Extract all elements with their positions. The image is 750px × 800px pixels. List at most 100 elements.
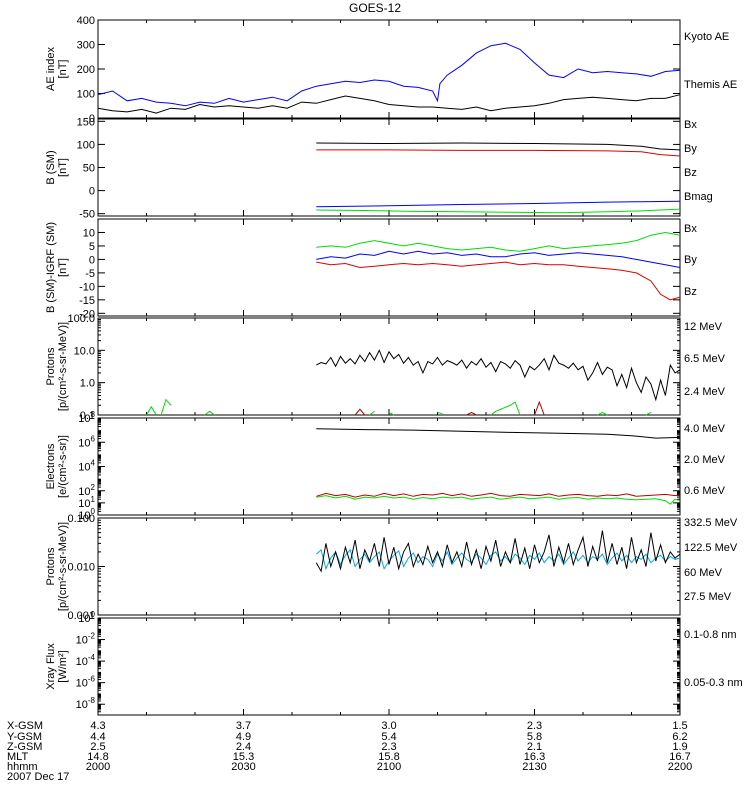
legend-12-mev: 12 MeV: [684, 321, 723, 333]
series-4-0-mev-line: [316, 492, 681, 498]
legend-0-1-0-8-nm: 0.1-0.8 nm: [684, 629, 737, 641]
legend-by: By: [684, 254, 697, 266]
series-12-mev-line: [354, 408, 366, 416]
panel-frame: [97, 517, 681, 616]
x-info-value: 1.9: [672, 741, 687, 753]
panel-6: 0.001 0.010 0.100 Protons [p/(cm²-s-sr-MeV)]…: [45, 513, 738, 622]
y-axis-unit: [p/(cm²-s-sr-MeV)]: [57, 322, 69, 411]
y-tick-label: 100: [78, 610, 95, 625]
y-tick-label: 5: [89, 241, 95, 253]
y-tick-label: 100: [77, 139, 95, 151]
x-info-row-y-gsm: Y-GSM 4.4 4.9 5.4 5.8 6.2: [7, 731, 688, 743]
x-info-row-x-gsm: X-GSM 4.3 3.7 3.0 2.3 1.5: [7, 720, 688, 732]
x-info-value: 2.3: [381, 741, 396, 753]
y-tick-label: 50: [83, 163, 95, 175]
x-info-row-label: X-GSM: [7, 720, 43, 732]
y-tick-label: 200: [77, 64, 95, 76]
y-tick-label: -50: [79, 209, 95, 221]
y-tick-label: 150: [77, 116, 95, 128]
panel-4: 0.1 1.0 10.0 100.0 Protons [p/(cm²-s-sr-MeV)]…: [45, 313, 726, 422]
series-12-mev-line: [534, 400, 545, 416]
legend-0-6-mev: 0.6 MeV: [684, 485, 726, 497]
panel-frame: [97, 118, 681, 217]
x-info-value: 2.4: [236, 741, 251, 753]
legend-4-0-mev: 4.0 MeV: [684, 423, 726, 435]
x-info-value: 3.7: [236, 720, 251, 732]
y-tick-label: 10.0: [74, 345, 95, 357]
panel-frame: [97, 19, 681, 119]
y-axis-unit: [W/m²]: [57, 650, 69, 682]
series-themis-ae-line: [97, 94, 681, 114]
y-axis-unit: [e/(cm²-s-sr)]: [57, 435, 69, 498]
x-info-value: 2100: [377, 761, 401, 773]
x-info-row-label: Z-GSM: [7, 741, 42, 753]
legend-122-5-mev: 122.5 MeV: [684, 542, 738, 554]
series-by-line: [316, 208, 681, 214]
y-tick-label: 1.0: [80, 378, 95, 390]
y-tick-label: -15: [79, 295, 95, 307]
y-axis-unit: [p/(cm²-s-sr-MeV)]: [57, 522, 69, 611]
y-axis-label: Protons: [45, 547, 57, 585]
panel-3: -20-15 -10-5 05 10 B (SM)-IGRF (SM) [nT] Bx By B…: [45, 218, 697, 320]
x-info-value: 2.1: [527, 741, 542, 753]
x-axis-info: X-GSM 4.3 3.7 3.0 2.3 1.5 Y-GSM 4.4 4.9 5.4 5.8 6.2…: [7, 720, 692, 783]
y-tick-label: -20: [79, 308, 95, 320]
x-info-value: 4.9: [236, 731, 251, 743]
x-info-row-label: Y-GSM: [7, 731, 42, 743]
x-info-value: 16.7: [669, 751, 690, 763]
legend-2-0-mev: 2.0 MeV: [684, 454, 726, 466]
chart-title: GOES-12: [349, 1, 401, 15]
legend-bx: Bx: [684, 119, 697, 131]
panel-7: 10-8 10-6 10-4 10-2 100 Xray Flux [W/m²] 0.1-0.…: [45, 610, 743, 716]
x-info-value: 2030: [231, 761, 255, 773]
panel-1: 0 100 200 300 400 AE index [nT] Kyoto AE Themis …: [45, 15, 737, 125]
legend-0-05-0-3-nm: 0.05-0.3 nm: [684, 677, 743, 689]
y-tick-label: 10-8: [76, 696, 96, 711]
y-tick-label: 100.0: [67, 313, 95, 325]
y-tick-label: 400: [77, 15, 95, 27]
y-axis-label: Protons: [45, 347, 57, 385]
series-by-line: [316, 231, 681, 252]
y-tick-label: -10: [79, 281, 95, 293]
x-info-value: 2200: [668, 761, 692, 773]
x-info-value: 5.8: [527, 731, 542, 743]
y-tick-label: 0: [89, 113, 95, 125]
legend-332-5-mev: 332.5 MeV: [684, 517, 738, 529]
legend-2-4-mev: 2.4 MeV: [684, 386, 726, 398]
series-27-5-mev-line: [315, 530, 681, 573]
panel-frame: [97, 317, 681, 416]
x-info-value: 2130: [522, 761, 546, 773]
series-bz-line: [316, 149, 681, 157]
series-6-5-mev-line: [204, 410, 215, 416]
y-axis-label: AE index: [45, 46, 57, 91]
y-axis-label: Electrons: [45, 443, 57, 489]
y-tick-label: 101: [78, 495, 95, 510]
series-kyoto-ae-line: [97, 42, 681, 107]
legend-bmag: Bmag: [684, 191, 713, 203]
series-12-mev-line: [466, 411, 477, 416]
y-tick-label: 0.001: [67, 610, 95, 622]
y-tick-label: 0.010: [67, 562, 95, 574]
y-tick-label: 0: [89, 186, 95, 198]
y-axis-unit: [nT]: [57, 60, 69, 79]
y-tick-label: -5: [85, 268, 95, 280]
x-info-row-label: MLT: [7, 751, 28, 763]
y-axis-label: Xray Flux: [45, 643, 57, 690]
y-tick-label: 106: [78, 434, 95, 449]
x-info-value: 3.0: [381, 720, 396, 732]
x-info-row-z-gsm: Z-GSM 2.5 2.4 2.3 2.1 1.9: [7, 741, 688, 753]
y-tick-label: 10-2: [76, 632, 96, 647]
series-6-5-mev-line: [597, 411, 608, 416]
series-6-5-mev-line: [160, 398, 172, 416]
legend-bx: Bx: [684, 223, 697, 235]
x-info-value: 1.5: [672, 720, 687, 732]
legend-by: By: [684, 143, 697, 155]
series-bz-line: [316, 261, 681, 301]
x-info-value: 2.3: [527, 720, 542, 732]
legend-60-mev: 60 MeV: [684, 567, 723, 579]
x-info-value: 2000: [86, 761, 110, 773]
series-bx-line: [316, 250, 681, 268]
